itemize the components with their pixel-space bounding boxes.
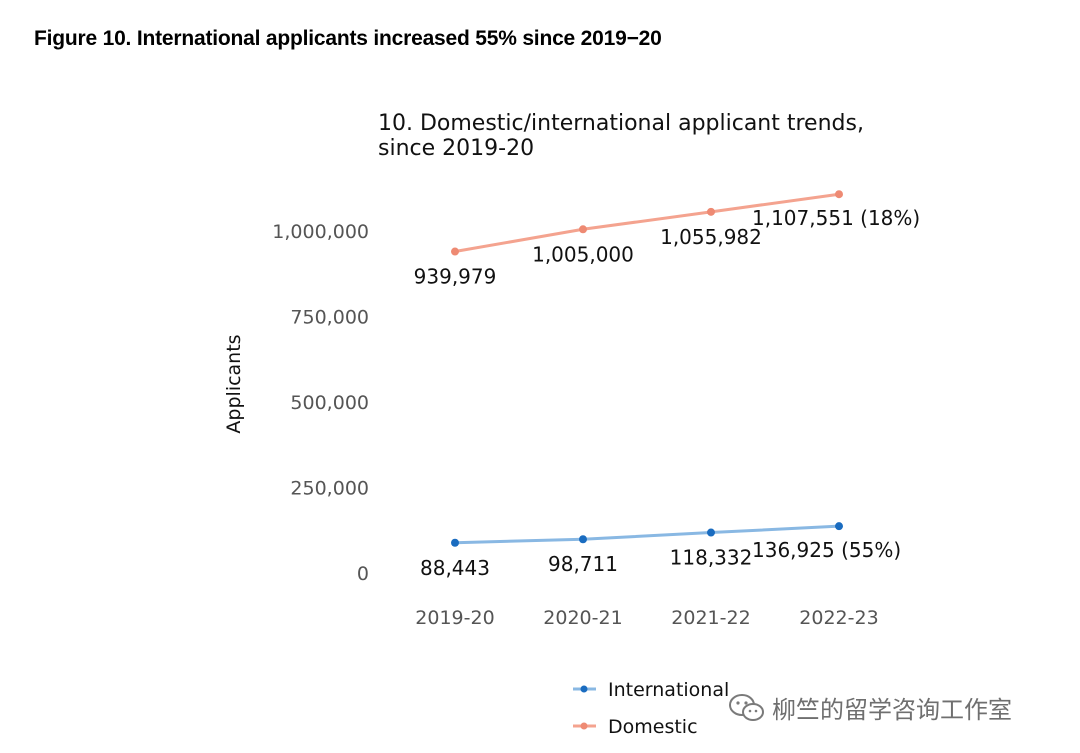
international-data-label: 88,443 <box>420 556 490 580</box>
domestic-point <box>707 207 715 216</box>
y-axis-label: Applicants <box>223 334 245 433</box>
x-tick-label: 2020-21 <box>543 607 622 629</box>
watermark: 柳竺的留学咨询工作室 <box>728 690 1012 725</box>
domestic-data-label: 1,055,982 <box>660 225 762 249</box>
figure-title: Figure 10. International applicants incr… <box>34 27 662 50</box>
international-data-label: 136,925 (55%) <box>752 538 901 562</box>
legend-label-international: International <box>608 679 729 701</box>
y-tick-label: 250,000 <box>290 478 369 500</box>
y-tick-labels: 0 250,000 500,000 750,000 1,000,000 <box>272 221 369 585</box>
domestic-data-label: 1,107,551 (18%) <box>752 206 920 230</box>
x-tick-label: 2019-20 <box>415 607 494 629</box>
y-tick-label: 1,000,000 <box>272 221 369 243</box>
international-point <box>451 538 459 547</box>
international-data-label: 118,332 <box>670 546 753 570</box>
international-point <box>579 535 587 544</box>
domestic-point <box>835 190 843 199</box>
watermark-text: 柳竺的留学咨询工作室 <box>772 696 1012 724</box>
series-lines <box>453 192 841 545</box>
chart-title-line-2: since 2019-20 <box>378 136 534 161</box>
legend-label-domestic: Domestic <box>608 716 698 738</box>
y-tick-label: 500,000 <box>290 392 369 414</box>
x-tick-labels: 2019-20 2020-21 2021-22 2022-23 <box>415 607 878 629</box>
chart-title-line-1: 10. Domestic/international applicant tre… <box>378 111 864 136</box>
international-data-label: 98,711 <box>548 552 618 576</box>
domestic-data-label: 939,979 <box>414 265 497 289</box>
international-point <box>835 522 843 531</box>
domestic-line <box>453 192 841 254</box>
domestic-data-label: 1,005,000 <box>532 242 634 266</box>
international-line <box>453 524 841 545</box>
international-point <box>707 528 715 537</box>
legend: International Domestic <box>573 679 729 738</box>
y-tick-label: 0 <box>357 563 369 585</box>
domestic-point <box>451 247 459 256</box>
series-markers <box>451 190 843 547</box>
y-tick-label: 750,000 <box>290 307 369 329</box>
legend-marker-international <box>580 685 588 693</box>
domestic-point <box>579 225 587 234</box>
x-tick-label: 2021-22 <box>671 607 750 629</box>
x-tick-label: 2022-23 <box>799 607 878 629</box>
legend-marker-domestic <box>580 722 588 730</box>
wechat-icon <box>729 693 764 721</box>
